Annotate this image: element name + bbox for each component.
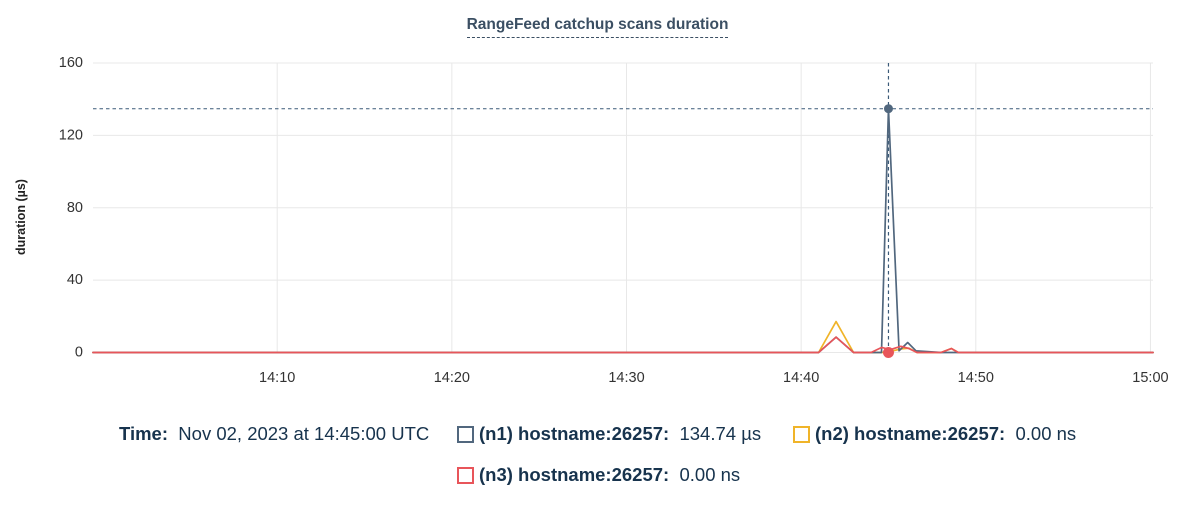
- svg-text:14:20: 14:20: [434, 370, 470, 386]
- svg-text:40: 40: [67, 272, 83, 288]
- svg-text:120: 120: [59, 127, 83, 143]
- svg-text:14:50: 14:50: [958, 370, 994, 386]
- svg-text:14:10: 14:10: [259, 370, 295, 386]
- svg-text:160: 160: [59, 55, 83, 71]
- svg-text:0: 0: [75, 345, 83, 361]
- svg-text:14:30: 14:30: [608, 370, 644, 386]
- svg-text:14:40: 14:40: [783, 370, 819, 386]
- svg-text:15:00: 15:00: [1132, 370, 1168, 386]
- svg-text:80: 80: [67, 200, 83, 216]
